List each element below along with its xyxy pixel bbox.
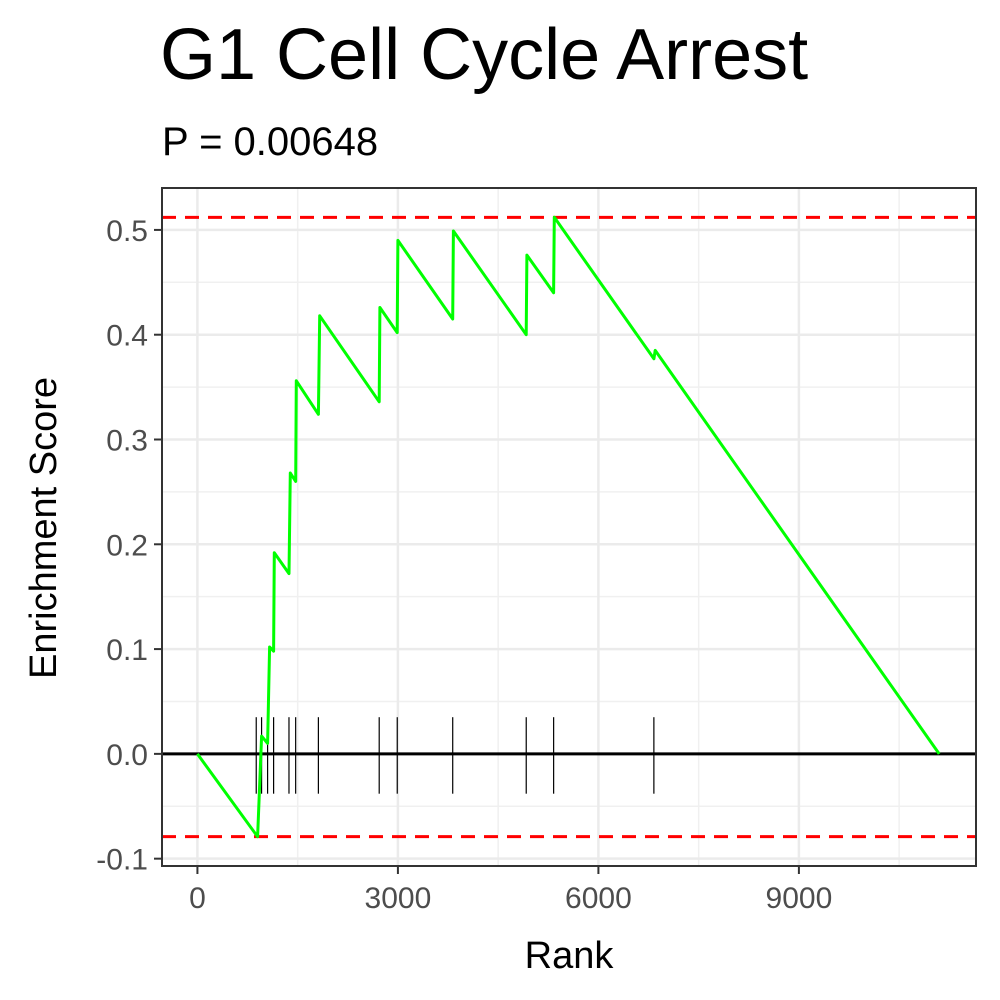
grid [162,188,976,866]
y-tick-label: 0.2 [106,529,148,562]
series-layer [196,215,941,839]
y-tick-label: 0.1 [106,634,148,667]
x-tick-label: 0 [189,882,206,915]
x-axis-title: Rank [525,935,615,977]
y-axis-title: Enrichment Score [23,377,65,679]
x-tick-label: 9000 [766,882,833,915]
enrichment-score-line [196,215,941,839]
y-tick-label: 0.4 [106,320,148,353]
reference-lines [162,215,976,839]
panel-border [161,187,977,867]
y-tick-label: 0.3 [106,424,148,457]
chart-title: G1 Cell Cycle Arrest [160,15,809,95]
axes: 0 3000 6000 9000 -0.1 0.0 0.1 0.2 0.3 0.4 0.5 [96,215,832,915]
x-tick-label: 6000 [565,882,632,915]
y-tick-label: -0.1 [96,844,148,877]
y-tick-label: 0.5 [106,215,148,248]
hit-ticks [255,717,655,794]
x-tick-label: 3000 [365,882,432,915]
y-tick-label: 0.0 [106,739,148,772]
chart-subtitle: P = 0.00648 [162,120,379,164]
